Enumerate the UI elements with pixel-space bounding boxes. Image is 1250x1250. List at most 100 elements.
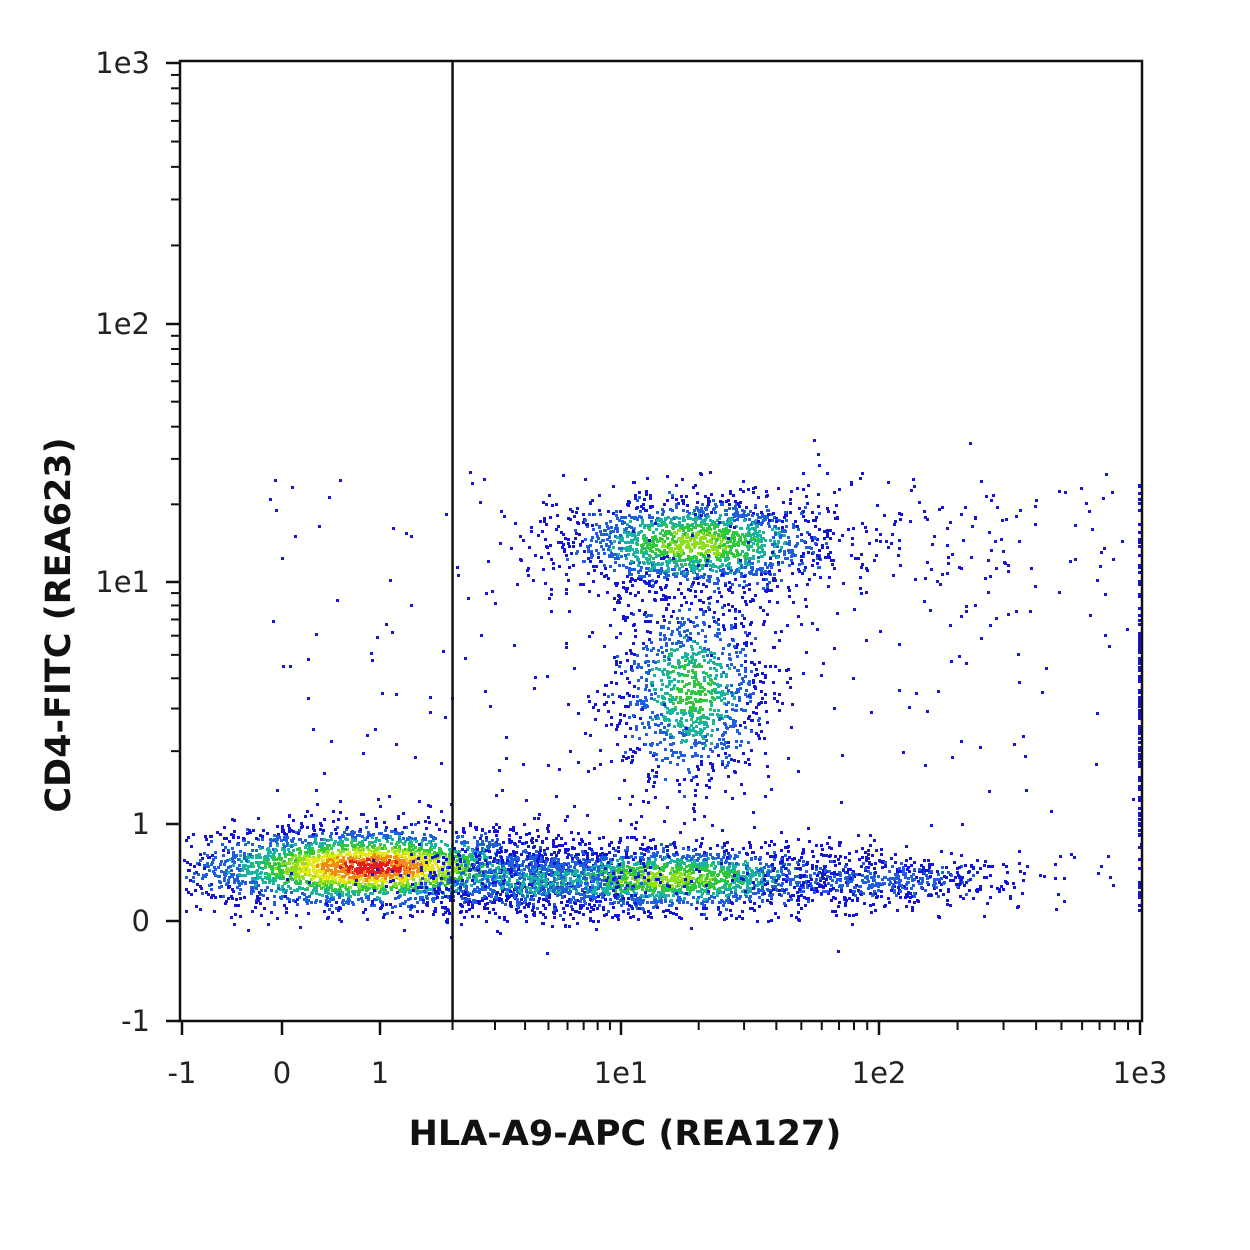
event-dot [254,906,257,909]
event-dot [404,879,407,882]
event-dot [208,884,211,887]
event-dot [476,845,479,848]
event-dot [285,889,288,892]
event-dot [390,864,393,867]
event-dot [261,878,264,881]
event-dot [342,862,345,865]
event-dot [484,863,487,866]
event-dot [236,879,239,882]
event-dot [376,859,379,862]
event-dot [468,892,471,895]
event-dot [330,847,333,850]
event-dot [231,888,234,891]
event-dot [411,905,414,908]
event-dot [346,844,349,847]
event-dot [468,876,471,879]
event-dot [359,828,362,831]
event-dot [282,877,285,880]
event-dot [417,875,420,878]
event-dot [449,851,452,854]
event-dot [509,904,512,907]
event-dot [413,854,416,857]
event-dot [371,883,374,886]
event-dot [517,886,520,889]
event-dot [535,839,538,842]
event-dot [492,826,495,829]
event-dot [204,835,207,838]
event-dot [327,892,330,895]
event-dot [357,863,360,866]
event-dot [429,805,432,808]
event-dot [371,902,374,905]
event-dot [358,888,361,891]
event-dot [402,837,405,840]
event-dot [227,866,230,869]
event-dot [261,867,264,870]
event-dot [319,842,322,845]
event-dot [351,838,354,841]
event-dot [291,856,294,859]
event-dot [593,852,596,855]
event-dot [399,879,402,882]
event-dot [334,859,337,862]
event-dot [261,838,264,841]
event-dot [307,848,310,851]
event-dot [274,873,277,876]
event-dot [498,843,501,846]
event-dot [468,873,471,876]
event-dot [473,888,476,891]
event-dot [432,913,435,916]
event-dot [337,853,340,856]
event-dot [321,863,324,866]
event-dot [432,884,435,887]
event-dot [312,852,315,855]
event-dot [314,888,317,891]
event-dot [465,910,468,913]
event-dot [349,860,352,863]
event-dot [426,901,429,904]
event-dot [309,852,312,855]
event-dot [449,860,452,863]
event-dot [377,884,380,887]
event-dot [301,825,304,828]
event-dot [523,823,526,826]
event-dot [448,853,451,856]
event-dot [383,892,386,895]
event-dot [280,857,283,860]
event-dot [257,864,260,867]
event-dot [375,838,378,841]
event-dot [292,819,295,822]
event-dot [282,888,285,891]
event-dot [339,811,342,814]
event-dot [342,899,345,902]
event-dot [407,905,410,908]
event-dot [663,820,666,823]
event-dot [264,872,267,875]
event-dot [341,847,344,850]
event-dot [555,861,558,864]
event-dot [231,847,234,850]
event-dot [393,830,396,833]
event-dot [344,886,347,889]
event-dot [423,863,426,866]
event-dot [263,907,266,910]
event-dot [357,898,360,901]
event-dot [403,826,406,829]
event-dot [256,895,259,898]
event-dot [304,873,307,876]
event-dot [255,849,258,852]
event-dot [405,826,408,829]
event-dot [344,860,347,863]
event-dot [453,884,456,887]
event-dot [244,843,247,846]
event-dot [326,880,329,883]
event-dot [193,872,196,875]
event-dot [381,883,384,886]
event-dot [338,890,341,893]
event-dot [398,850,401,853]
event-dot [431,892,434,895]
event-dot [288,844,291,847]
event-dot [340,864,343,867]
event-dot [320,875,323,878]
event-dot [303,898,306,901]
